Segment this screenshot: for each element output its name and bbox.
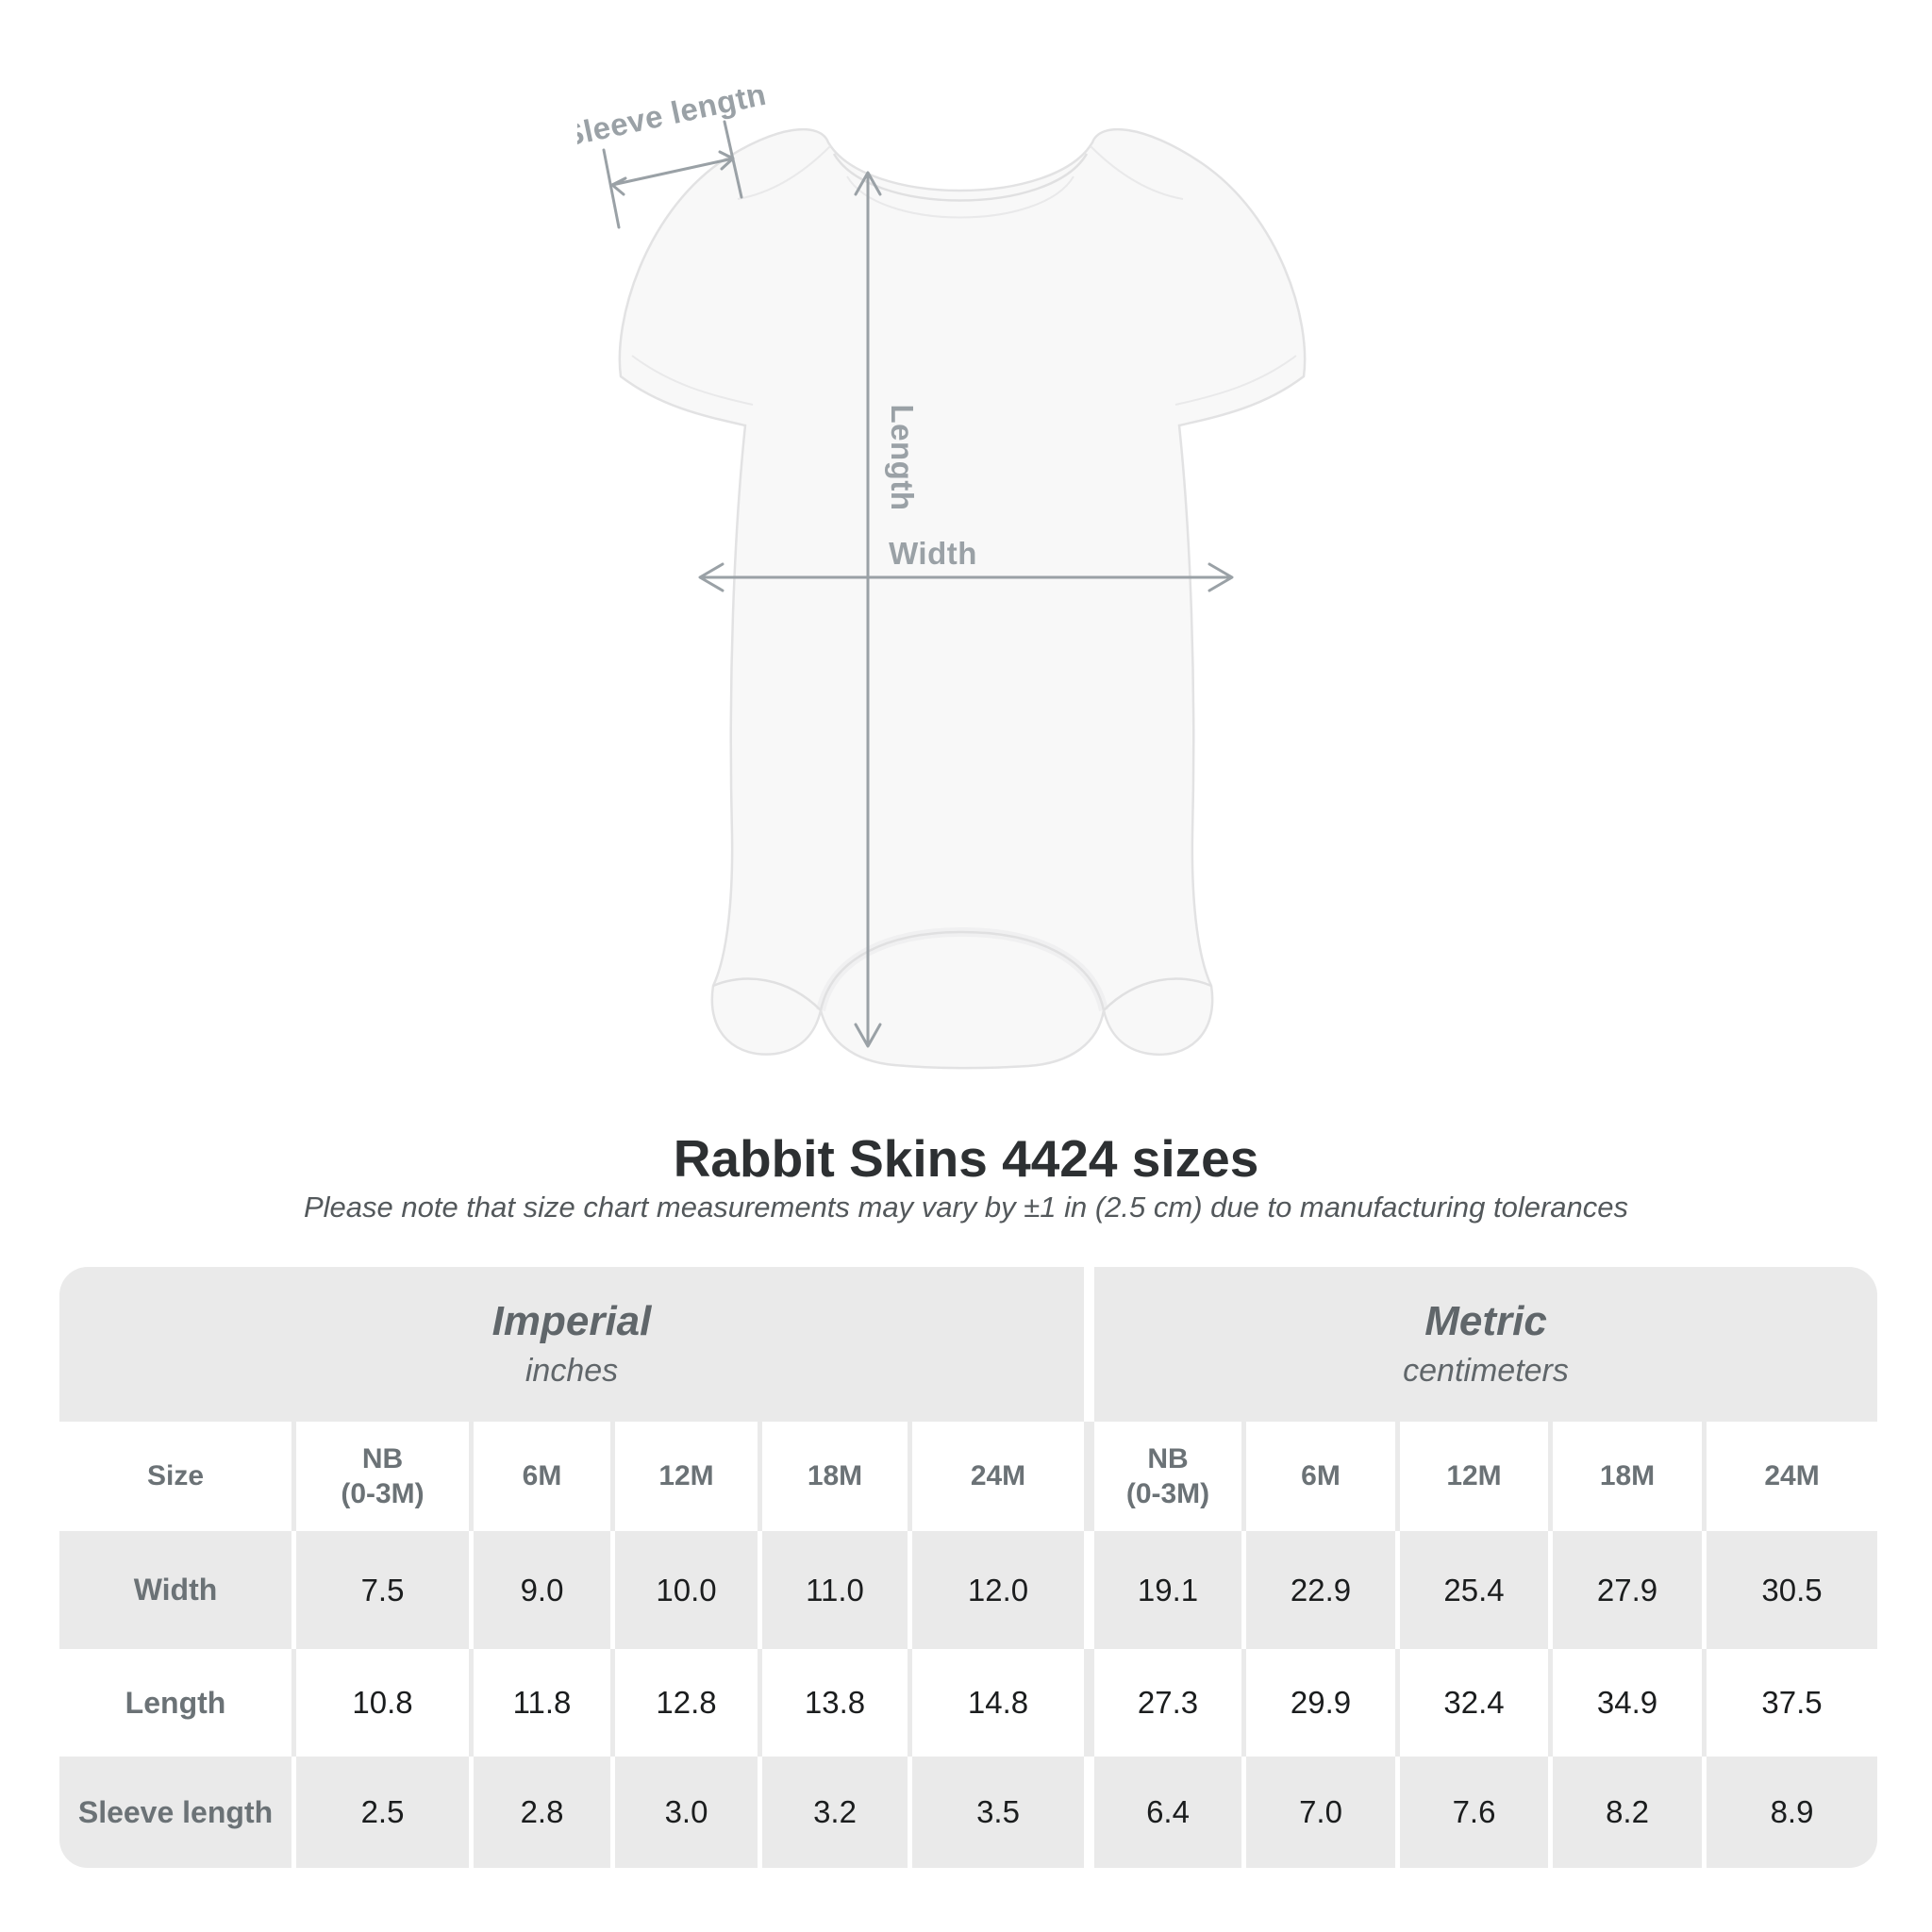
row-label-width: Width	[59, 1531, 291, 1649]
neckline-binding	[832, 153, 1089, 202]
size-value: 12.0	[908, 1531, 1084, 1649]
bodysuit-diagram: Sleeve length Length Width	[577, 90, 1307, 1070]
right-shoulder-fold	[1090, 145, 1184, 200]
column-header-18m-imperial: 18M	[758, 1422, 908, 1531]
table-row-sleeve-length: Sleeve length 2.5 2.8 3.0 3.2 3.5 6.4 7.…	[59, 1757, 1877, 1868]
column-header-line1: 12M	[658, 1460, 714, 1492]
size-value: 6.4	[1084, 1757, 1241, 1868]
size-value: 13.8	[758, 1649, 908, 1757]
size-column-header: Size	[59, 1422, 291, 1531]
column-header-12m-metric: 12M	[1395, 1422, 1548, 1531]
unit-group-metric: Metric centimeters	[1084, 1267, 1877, 1422]
column-header-line1: 6M	[1301, 1460, 1341, 1492]
right-leg-binding	[1103, 977, 1212, 1011]
length-label: Length	[885, 405, 920, 511]
column-header-nb-imperial: NB (0-3M)	[291, 1422, 469, 1531]
column-header-line1: NB	[361, 1442, 404, 1474]
row-label-length: Length	[59, 1649, 291, 1757]
size-value: 9.0	[469, 1531, 610, 1649]
column-header-24m-imperial: 24M	[908, 1422, 1084, 1531]
column-header-nb-metric: NB (0-3M)	[1084, 1422, 1241, 1531]
column-header-line1: 18M	[1599, 1460, 1656, 1492]
size-chart: Imperial inches Metric centimeters Size …	[59, 1267, 1877, 1868]
column-header-line1: 12M	[1446, 1460, 1502, 1492]
metric-sublabel: centimeters	[1403, 1352, 1569, 1389]
size-value: 2.5	[291, 1757, 469, 1868]
left-sleeve-hem	[631, 355, 754, 406]
size-value: 37.5	[1702, 1649, 1877, 1757]
size-value: 7.6	[1395, 1757, 1548, 1868]
size-value: 22.9	[1241, 1531, 1395, 1649]
column-header-line1: 24M	[1764, 1460, 1820, 1492]
size-value: 19.1	[1084, 1531, 1241, 1649]
table-row-width: Width 7.5 9.0 10.0 11.0 12.0 19.1 22.9 2…	[59, 1531, 1877, 1649]
imperial-label: Imperial	[491, 1298, 652, 1345]
tolerance-note: Please note that size chart measurements…	[303, 1191, 1629, 1224]
column-header-line1: 6M	[522, 1460, 562, 1492]
size-value: 30.5	[1702, 1531, 1877, 1649]
length-annotation: Length	[854, 171, 920, 1048]
sleeve-length-tick-left	[602, 148, 621, 229]
size-value: 11.0	[758, 1531, 908, 1649]
row-label-sleeve-length: Sleeve length	[59, 1757, 291, 1868]
size-value: 32.4	[1395, 1649, 1548, 1757]
size-value: 7.0	[1241, 1757, 1395, 1868]
column-header-line2: (0-3M)	[341, 1478, 425, 1509]
length-line	[854, 171, 882, 1048]
neckline-inner-seam	[846, 175, 1074, 219]
left-shoulder-fold	[737, 145, 831, 200]
left-leg-binding	[712, 977, 822, 1011]
size-value: 2.8	[469, 1757, 610, 1868]
size-value: 27.9	[1548, 1531, 1702, 1649]
page-title: Rabbit Skins 4424 sizes	[673, 1129, 1259, 1188]
size-chart-table: Imperial inches Metric centimeters Size …	[59, 1267, 1877, 1868]
column-header-24m-metric: 24M	[1702, 1422, 1877, 1531]
table-row-length: Length 10.8 11.8 12.8 13.8 14.8 27.3 29.…	[59, 1649, 1877, 1757]
column-header-line1: 18M	[807, 1460, 863, 1492]
sleeve-length-tick-right	[723, 120, 743, 199]
column-header-6m-metric: 6M	[1241, 1422, 1395, 1531]
bodysuit-silhouette	[618, 127, 1307, 1070]
size-value: 8.2	[1548, 1757, 1702, 1868]
right-sleeve-hem	[1174, 355, 1297, 406]
size-value: 27.3	[1084, 1649, 1241, 1757]
size-value: 12.8	[610, 1649, 758, 1757]
size-value: 8.9	[1702, 1757, 1877, 1868]
size-value: 25.4	[1395, 1531, 1548, 1649]
column-header-line1: NB	[1147, 1442, 1189, 1474]
size-value: 11.8	[469, 1649, 610, 1757]
metric-label: Metric	[1424, 1298, 1547, 1345]
size-value: 29.9	[1241, 1649, 1395, 1757]
sleeve-length-label: Sleeve length	[577, 90, 769, 153]
unit-group-imperial: Imperial inches	[59, 1267, 1084, 1422]
column-header-line1: 24M	[970, 1460, 1026, 1492]
column-header-line2: (0-3M)	[1125, 1478, 1210, 1509]
size-value: 3.0	[610, 1757, 758, 1868]
width-annotation: Width	[698, 536, 1234, 592]
width-label: Width	[889, 536, 977, 571]
imperial-sublabel: inches	[525, 1352, 619, 1389]
width-arrow	[698, 562, 1234, 592]
column-header-18m-metric: 18M	[1548, 1422, 1702, 1531]
size-value: 14.8	[908, 1649, 1084, 1757]
size-value: 10.8	[291, 1649, 469, 1757]
column-header-6m-imperial: 6M	[469, 1422, 610, 1531]
column-header-12m-imperial: 12M	[610, 1422, 758, 1531]
size-value: 3.2	[758, 1757, 908, 1868]
size-value: 3.5	[908, 1757, 1084, 1868]
size-value: 34.9	[1548, 1649, 1702, 1757]
size-value: 7.5	[291, 1531, 469, 1649]
size-value: 10.0	[610, 1531, 758, 1649]
crotch-flap-binding	[819, 930, 1106, 1011]
